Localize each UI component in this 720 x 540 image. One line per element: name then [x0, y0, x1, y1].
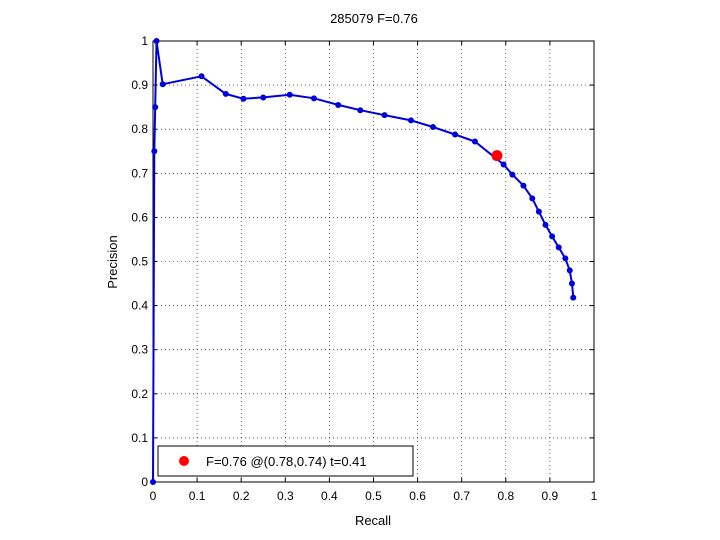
data-point	[407, 117, 414, 124]
grid	[153, 41, 594, 482]
y-tick-label: 1	[141, 34, 148, 48]
y-axis: 0 0.1 0.2 0.3 0.4 0.5 0.6 0.7 0.8 0.9 1	[131, 34, 594, 489]
data-point	[222, 90, 229, 97]
data-point	[357, 107, 364, 114]
data-point	[151, 148, 158, 155]
y-tick-label: 0.4	[131, 299, 148, 313]
x-axis-label: Recall	[355, 513, 391, 528]
x-tick-label: 1	[591, 489, 598, 503]
data-point	[535, 208, 542, 215]
x-tick-label: 0.8	[497, 489, 514, 503]
data-point	[471, 138, 478, 145]
y-tick-label: 0.2	[131, 387, 148, 401]
y-tick-label: 0.8	[131, 122, 148, 136]
y-tick-label: 0.7	[131, 166, 148, 180]
data-point	[198, 73, 205, 80]
y-tick-label: 0.1	[131, 431, 148, 445]
data-point	[520, 182, 527, 189]
data-point	[452, 131, 459, 138]
x-tick-label: 0.6	[409, 489, 426, 503]
legend-box	[157, 445, 414, 477]
data-point	[335, 101, 342, 108]
y-axis-label: Precision	[105, 235, 120, 288]
y-tick-label: 0.6	[131, 210, 148, 224]
data-point	[509, 171, 516, 178]
data-point	[549, 233, 556, 240]
y-tick-label: 0.9	[131, 78, 148, 92]
data-point	[152, 104, 159, 111]
x-tick-label: 0.2	[233, 489, 250, 503]
data-point	[430, 123, 437, 130]
x-tick-label: 0	[150, 489, 157, 503]
data-point	[260, 94, 267, 101]
data-point	[566, 267, 573, 274]
legend-label: F=0.76 @(0.78,0.74) t=0.41	[206, 454, 367, 469]
x-tick-label: 0.4	[321, 489, 338, 503]
series-pr-curve	[150, 38, 577, 485]
legend-marker	[179, 456, 189, 466]
data-point	[570, 294, 577, 301]
x-tick-label: 0.9	[542, 489, 559, 503]
y-tick-label: 0	[141, 475, 148, 489]
series-line	[152, 40, 575, 483]
x-tick-label: 0.1	[189, 489, 206, 503]
x-tick-label: 0.7	[453, 489, 470, 503]
y-tick-label: 0.5	[131, 255, 148, 269]
data-point	[542, 221, 549, 228]
best-f-point	[491, 150, 503, 162]
x-axis: 0 0.1 0.2 0.3 0.4 0.5 0.6 0.7 0.8 0.9 1	[150, 41, 598, 503]
data-point	[562, 255, 569, 262]
data-point	[529, 195, 536, 202]
x-tick-label: 0.3	[277, 489, 294, 503]
data-point	[286, 91, 293, 98]
chart-title: 285079 F=0.76	[330, 11, 418, 26]
data-point	[153, 38, 160, 44]
data-point	[310, 95, 317, 102]
y-tick-label: 0.3	[131, 343, 148, 357]
data-point	[240, 95, 247, 102]
x-tick-label: 0.5	[365, 489, 382, 503]
data-point	[159, 81, 166, 88]
data-point	[568, 280, 575, 287]
data-point	[381, 112, 388, 119]
data-point	[555, 244, 562, 251]
data-point	[500, 161, 507, 168]
legend: F=0.76 @(0.78,0.74) t=0.41	[157, 445, 414, 477]
data-point	[150, 479, 156, 485]
